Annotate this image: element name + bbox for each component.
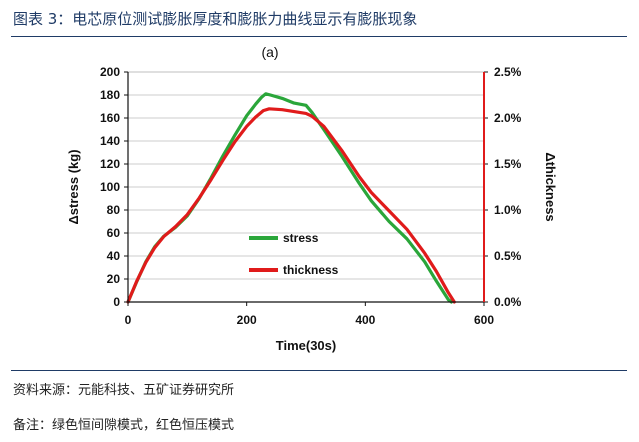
- y-tick-label-120: 120: [100, 157, 120, 171]
- x-tick-label-0: 0: [125, 313, 132, 327]
- y-tick-label-160: 160: [100, 111, 120, 125]
- remark-note: 备注：绿色恒间隙模式，红色恒压模式: [13, 418, 235, 433]
- figure-title: 图表 3：电芯原位测试膨胀厚度和膨胀力曲线显示有膨胀现象: [13, 10, 418, 28]
- series-line-thickness: [126, 107, 456, 304]
- y-tick-label-60: 60: [107, 226, 121, 240]
- x-tick-label-200: 200: [237, 313, 257, 327]
- y2-tick-label-1: 0.5%: [494, 249, 522, 263]
- y2-tick-label-0: 0.0%: [494, 295, 522, 309]
- legend-stress-label: stress: [283, 231, 319, 245]
- y-tick-label-0: 0: [113, 295, 120, 309]
- y-tick-label-100: 100: [100, 180, 120, 194]
- x-tick-label-400: 400: [355, 313, 375, 327]
- y-tick-label-180: 180: [100, 88, 120, 102]
- tick-layer: 0 20 40 60 80 100 120 140 160 180 200 0.0% 0.5% 1.0% 1…: [100, 65, 522, 327]
- frame-layer: [124, 71, 488, 306]
- bottom-rule: [11, 370, 627, 371]
- y-tick-label-20: 20: [107, 272, 121, 286]
- legend: stress thickness: [249, 231, 339, 277]
- y2-tick-label-3: 1.5%: [494, 157, 522, 171]
- legend-thickness-label: thickness: [283, 263, 339, 277]
- y2-tick-label-4: 2.0%: [494, 111, 522, 125]
- y-tick-label-40: 40: [107, 249, 121, 263]
- y-tick-label-200: 200: [100, 65, 120, 79]
- y-tick-label-80: 80: [107, 203, 121, 217]
- series-layer: [126, 92, 456, 304]
- source-note: 资料来源：元能科技、五矿证券研究所: [13, 383, 235, 398]
- y-tick-label-140: 140: [100, 134, 120, 148]
- y2-axis-label: Δthickness: [543, 152, 558, 221]
- panel-label: (a): [261, 44, 278, 60]
- x-axis-label: Time(30s): [276, 338, 336, 353]
- y-axis-label: Δstress (kg): [66, 149, 81, 224]
- top-rule: [11, 36, 627, 37]
- x-tick-label-600: 600: [474, 313, 494, 327]
- grid-layer: [128, 94, 484, 280]
- y2-tick-label-2: 1.0%: [494, 203, 522, 217]
- y2-tick-label-5: 2.5%: [494, 65, 522, 79]
